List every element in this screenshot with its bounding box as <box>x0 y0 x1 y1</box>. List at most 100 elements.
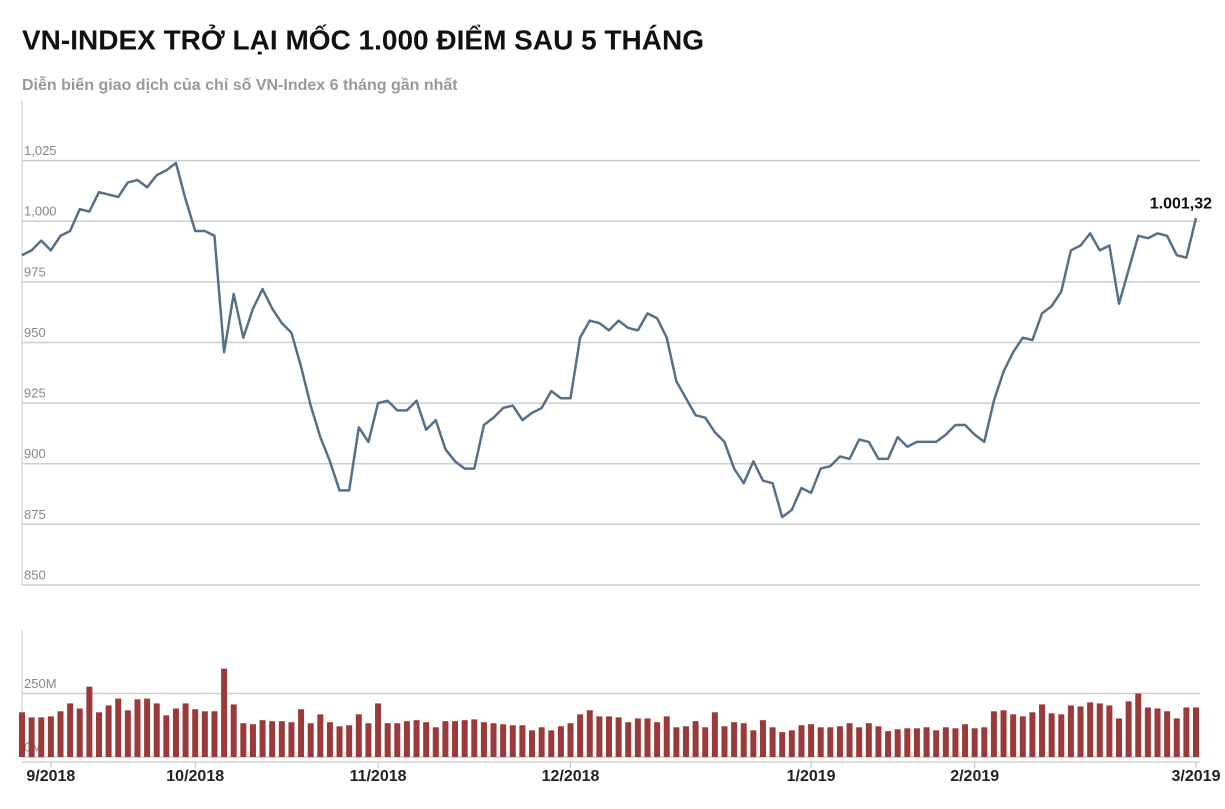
volume-bar <box>124 710 131 757</box>
volume-bar <box>1135 693 1142 757</box>
volume-bar <box>1106 705 1113 757</box>
volume-bar <box>1154 708 1161 757</box>
volume-bar <box>933 730 940 757</box>
volume-bar <box>1193 707 1199 757</box>
volume-bar <box>606 716 612 757</box>
volume-bar <box>28 717 35 757</box>
volume-bar <box>625 722 632 757</box>
volume-bar <box>153 703 160 757</box>
volume-bar <box>981 727 988 757</box>
volume-bar <box>288 722 295 757</box>
volume-bar <box>519 725 526 757</box>
volume-bar <box>134 699 141 757</box>
volume-bar <box>1173 718 1180 757</box>
volume-bar <box>952 728 959 757</box>
y-tick-label: 950 <box>24 325 46 340</box>
volume-bar <box>836 726 843 757</box>
volume-bar <box>86 686 93 757</box>
volume-bar <box>577 714 584 757</box>
y-tick-label: 1,000 <box>24 204 57 219</box>
volume-bar <box>817 727 824 757</box>
volume-bar <box>567 723 574 757</box>
volume-bar <box>856 727 863 757</box>
x-tick-label: 10/2018 <box>166 768 224 785</box>
volume-bar <box>750 730 757 757</box>
volume-bar <box>1058 714 1065 757</box>
volume-bar <box>548 730 555 757</box>
volume-bar <box>19 712 25 757</box>
volume-bar <box>702 727 709 757</box>
volume-bar <box>249 724 256 757</box>
volume-bar <box>1164 711 1171 757</box>
volume-bar <box>644 718 651 757</box>
volume-bar <box>1039 704 1046 757</box>
y-tick-label: 975 <box>24 264 46 279</box>
volume-bar <box>529 730 536 757</box>
volume-bar <box>423 722 430 757</box>
volume-bar <box>721 726 728 757</box>
volume-bar <box>711 712 718 757</box>
volume-bar <box>346 725 353 757</box>
volume-bar <box>442 721 449 757</box>
volume-bar <box>1183 707 1190 757</box>
volume-bar <box>38 717 45 757</box>
volume-bar <box>47 716 54 757</box>
volume-bar <box>201 711 208 757</box>
volume-bar <box>172 708 179 757</box>
volume-bar <box>163 715 170 757</box>
volume-bar <box>432 727 439 757</box>
volume-bar <box>269 721 276 757</box>
volume-bar <box>1000 710 1007 757</box>
volume-bar <box>298 709 305 757</box>
volume-bar <box>471 719 478 757</box>
value-label: 1.001,32 <box>1150 195 1212 212</box>
chart-title: VN-INDEX TRỞ LẠI MỐC 1.000 ĐIỂM SAU 5 TH… <box>22 23 704 55</box>
volume-bar <box>182 703 189 757</box>
volume-bar <box>1019 716 1026 757</box>
volume-bar <box>211 711 218 757</box>
volume-bar <box>95 712 102 757</box>
volume-bar <box>904 728 911 757</box>
volume-bar <box>634 718 641 757</box>
volume-bar <box>1067 705 1074 757</box>
volume-bar <box>57 711 64 757</box>
x-tick-label: 2/2019 <box>950 768 999 785</box>
volume-bar <box>827 727 834 757</box>
volume-bar <box>586 710 593 757</box>
volume-bar <box>221 668 228 757</box>
volume-bar <box>1087 702 1094 757</box>
volume-bar <box>76 708 83 757</box>
y-tick-label: 850 <box>24 567 46 582</box>
volume-bar <box>990 711 997 757</box>
price-line <box>21 161 1198 519</box>
volume-bar <box>846 723 853 757</box>
volume-bar <box>326 722 333 757</box>
volume-bar <box>682 726 689 757</box>
volume-bar <box>740 723 747 757</box>
volume-bar <box>942 727 949 757</box>
volume-bar <box>461 720 468 757</box>
volume-bar <box>923 727 930 757</box>
volume-bar <box>307 723 314 757</box>
volume-bar <box>278 721 285 757</box>
volume-bar <box>894 729 901 757</box>
y-tick-label: 925 <box>24 386 46 401</box>
volume-bar <box>365 723 372 757</box>
volume-bar <box>1096 703 1103 757</box>
volume-bar <box>452 721 459 757</box>
volume-bar <box>490 723 497 757</box>
volume-bar <box>538 727 545 757</box>
volume-bar <box>480 722 487 757</box>
volume-bar <box>1029 712 1036 757</box>
volume-bar <box>808 724 815 757</box>
x-tick-label: 12/2018 <box>542 768 600 785</box>
x-tick-label: 11/2018 <box>350 768 407 785</box>
x-tick-label: 3/2019 <box>1172 768 1221 785</box>
volume-bar <box>384 723 391 757</box>
volume-bar <box>913 728 920 757</box>
volume-bar <box>885 731 892 757</box>
volume-bar <box>144 698 151 757</box>
x-tick-label: 1/2019 <box>787 768 836 785</box>
volume-bar <box>67 703 74 757</box>
